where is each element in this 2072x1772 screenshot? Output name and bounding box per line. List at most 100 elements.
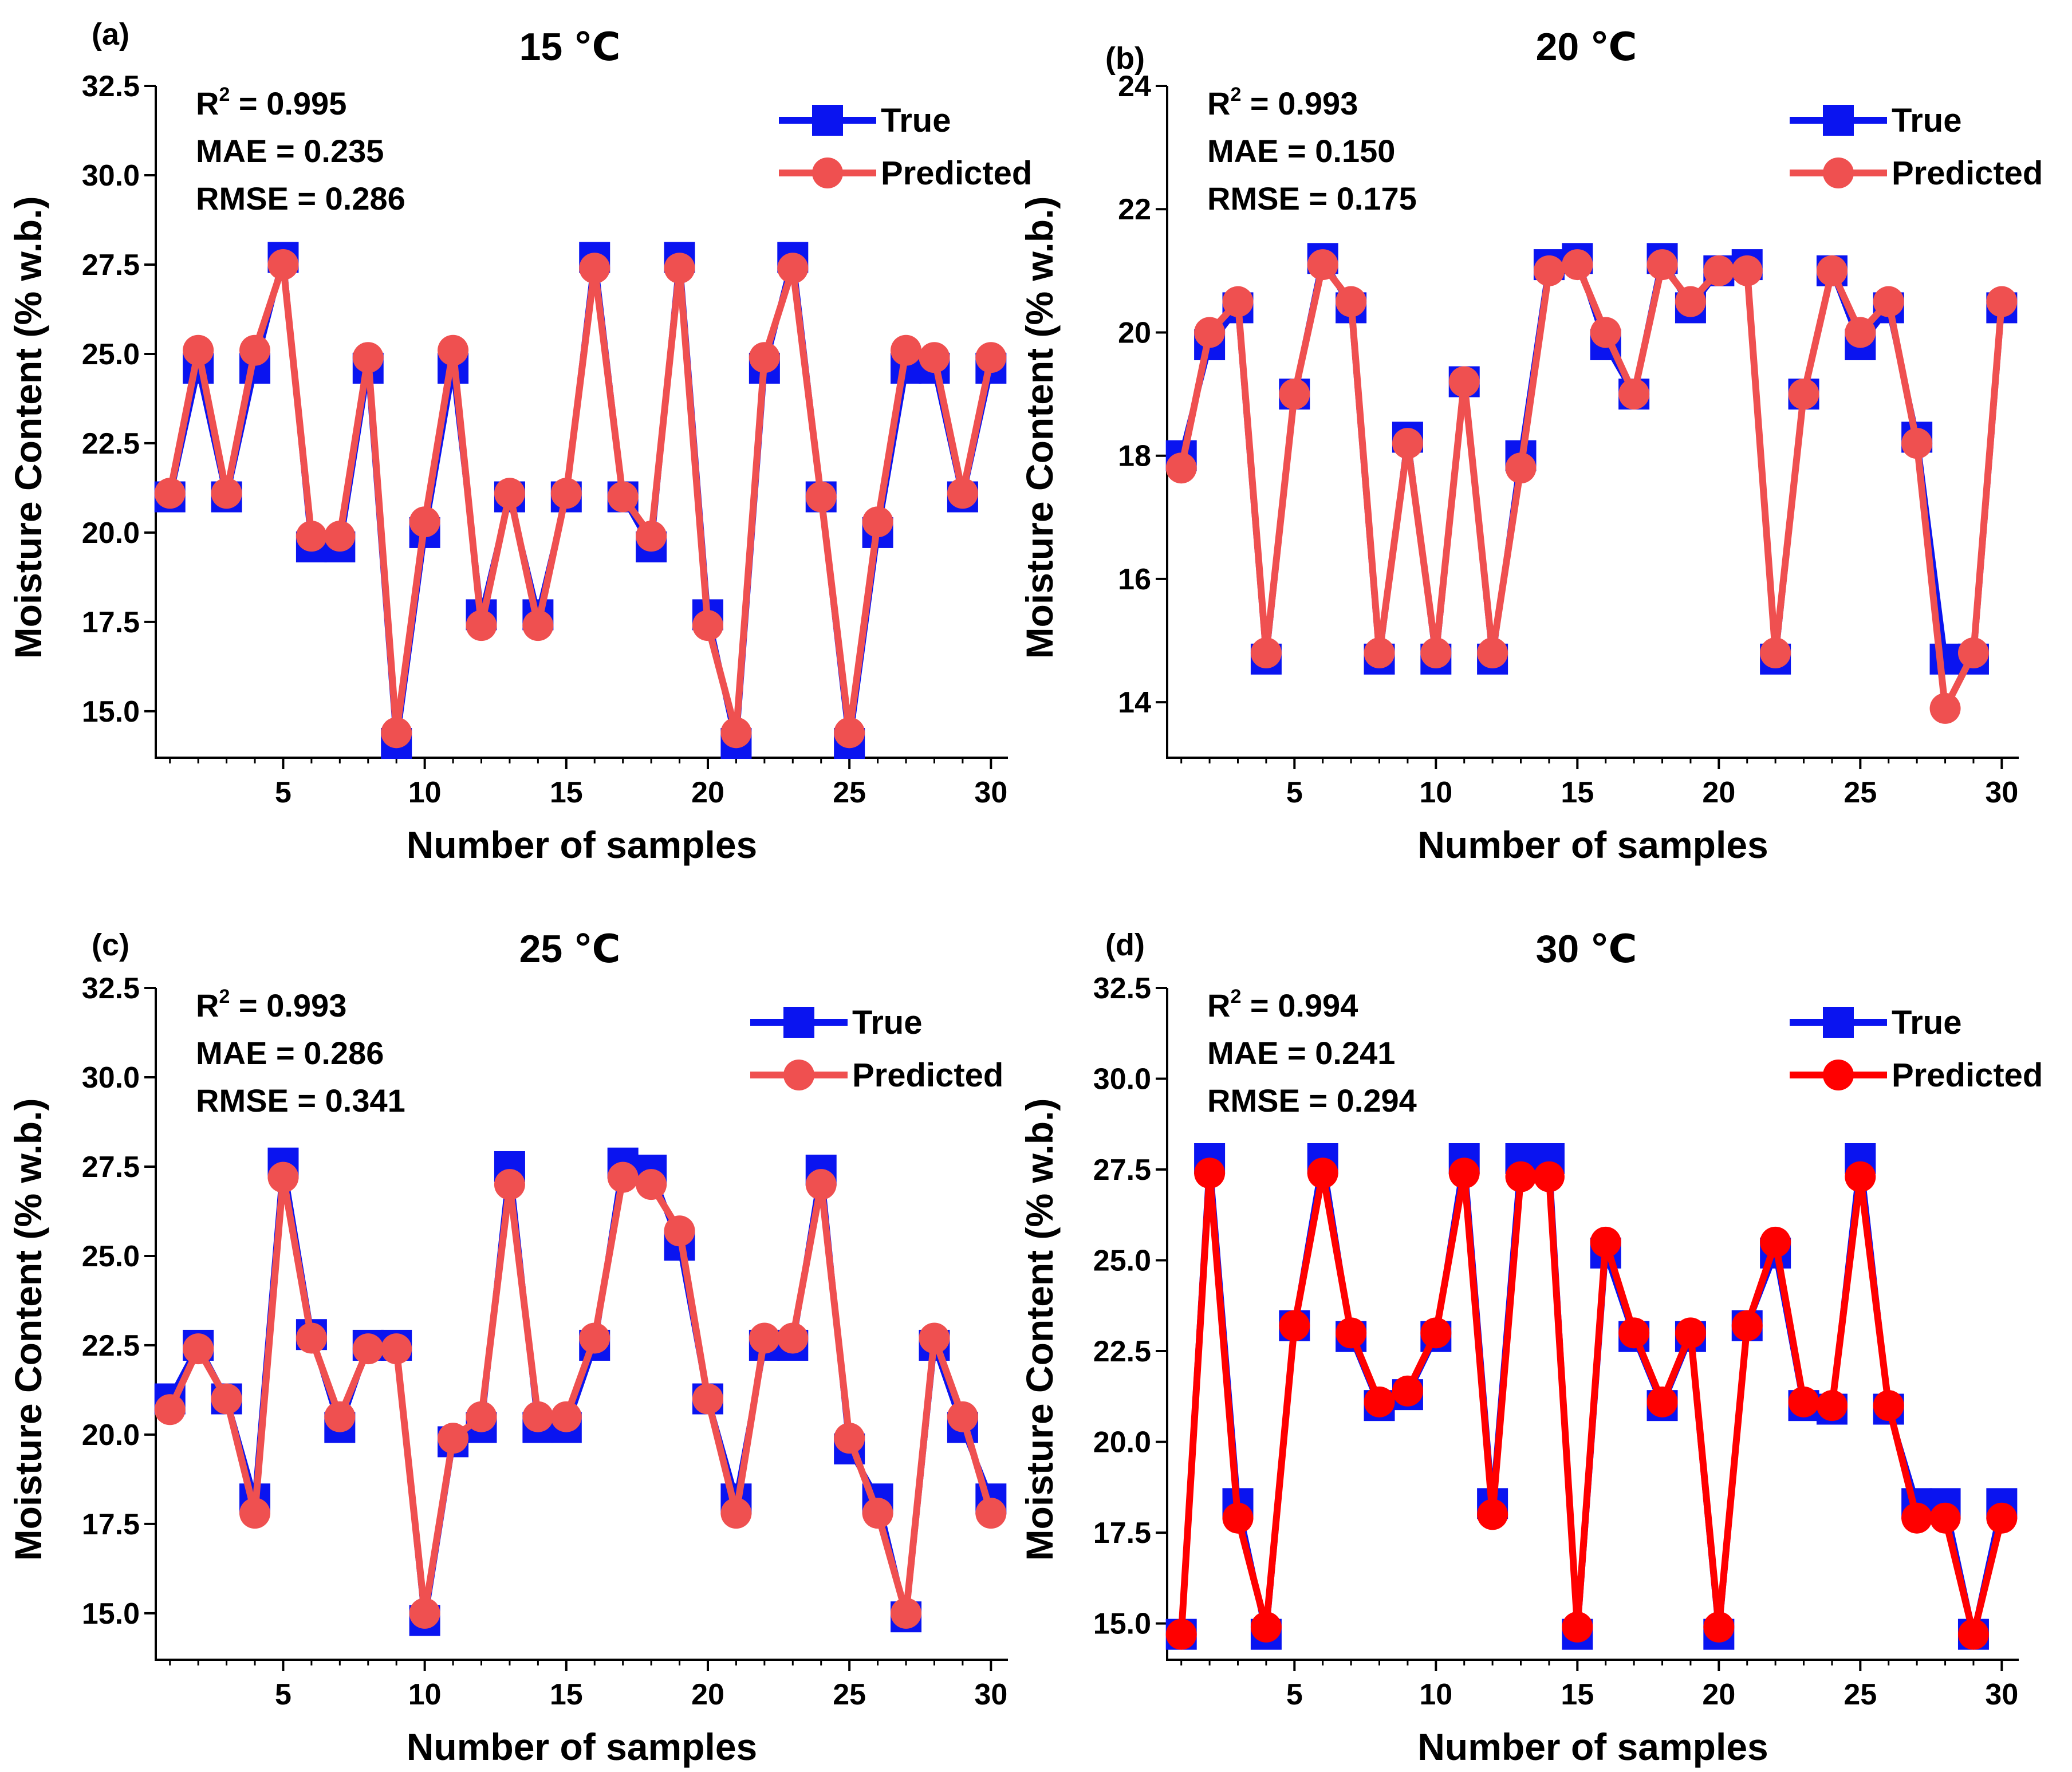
predicted-point (1392, 428, 1423, 459)
predicted-point (409, 1597, 440, 1629)
x-axis-title: Number of samples (1417, 824, 1768, 866)
legend-predicted-marker (812, 157, 843, 188)
panel-label: (d) (1105, 928, 1145, 962)
y-tick-label: 22.5 (82, 1329, 140, 1363)
x-tick-label: 5 (1286, 776, 1303, 809)
x-tick-label: 30 (974, 776, 1007, 809)
x-tick-label: 20 (691, 776, 724, 809)
predicted-point (636, 521, 667, 552)
predicted-point (777, 1322, 809, 1354)
legend-true-label: True (852, 1004, 923, 1041)
legend-predicted-marker (783, 1060, 814, 1090)
predicted-point (834, 1423, 865, 1454)
predicted-point (352, 342, 384, 373)
predicted-point (438, 1423, 469, 1454)
predicted-point (1250, 1611, 1282, 1643)
predicted-point (975, 342, 1007, 373)
r2-superscript: 2 (1230, 986, 1241, 1007)
predicted-point (1929, 692, 1961, 724)
predicted-point (324, 1401, 356, 1432)
x-tick-label: 5 (275, 776, 292, 809)
predicted-point (1420, 637, 1452, 669)
y-axis-title: Moisture Content (% w.b.) (1018, 196, 1061, 659)
y-tick-label: 32.5 (82, 972, 140, 1005)
legend-true-label: True (1892, 102, 1962, 139)
y-tick-label: 17.5 (1093, 1517, 1151, 1550)
chart-title: 20 ℃ (1536, 25, 1637, 69)
r2-annotation: R2 = 0.994 (1207, 986, 1358, 1023)
predicted-point (1845, 1161, 1876, 1192)
predicted-point (947, 1401, 978, 1432)
chart-panel-c: 15.0 17.5 20.0 22.5 25.0 27.5 30.0 32.5 5 10 15 20 2… (7, 927, 1008, 1768)
predicted-point (1448, 366, 1480, 397)
predicted-point (777, 253, 809, 284)
y-tick-label: 30.0 (82, 1061, 140, 1094)
legend-predicted-marker (1823, 157, 1854, 188)
r2-value: = 0.993 (230, 987, 346, 1023)
predicted-point (324, 521, 356, 552)
x-axis-title: Number of samples (1417, 1726, 1768, 1768)
predicted-point (494, 478, 525, 509)
predicted-point (1364, 1386, 1395, 1417)
predicted-point (1590, 317, 1621, 348)
predicted-point (550, 1401, 582, 1432)
predicted-point (1194, 317, 1226, 348)
rmse-annotation: RMSE = 0.175 (1207, 180, 1417, 216)
y-tick-label: 20.0 (82, 517, 140, 550)
predicted-point (550, 478, 582, 509)
mae-annotation: MAE = 0.241 (1207, 1035, 1395, 1071)
y-tick-label: 15.0 (82, 695, 140, 729)
x-tick-label: 20 (691, 1678, 724, 1711)
predicted-point (381, 1333, 412, 1365)
y-tick-label: 20.0 (82, 1419, 140, 1452)
predicted-point (1986, 286, 2018, 317)
x-tick-label: 10 (408, 1678, 442, 1711)
x-tick-label: 5 (1286, 1678, 1303, 1711)
x-tick-label: 15 (1561, 1678, 1594, 1711)
predicted-point (466, 1401, 497, 1432)
x-tick-label: 15 (1561, 776, 1594, 809)
r2-label: R (196, 85, 219, 121)
r2-value: = 0.995 (230, 85, 346, 121)
predicted-point (1477, 637, 1508, 669)
x-tick-label: 25 (833, 1678, 866, 1711)
predicted-point (1873, 1390, 1904, 1421)
predicted-point (1222, 286, 1254, 317)
predicted-point (1533, 1161, 1565, 1192)
legend-true-marker (1823, 1007, 1854, 1038)
predicted-point (1307, 249, 1338, 281)
y-tick-label: 22.5 (82, 427, 140, 460)
predicted-point (154, 478, 186, 509)
predicted-point (494, 1169, 525, 1200)
y-tick-label: 16 (1118, 563, 1151, 596)
predicted-point (1590, 1226, 1621, 1258)
predicted-point (975, 1498, 1007, 1529)
x-tick-label: 30 (1985, 776, 2018, 809)
predicted-point (1307, 1157, 1338, 1189)
rmse-annotation: RMSE = 0.286 (196, 180, 405, 216)
r2-value: = 0.994 (1241, 987, 1358, 1023)
predicted-point (664, 1215, 695, 1247)
predicted-point (466, 610, 497, 641)
panel-label: (a) (92, 17, 129, 52)
predicted-point (239, 1498, 271, 1529)
y-tick-label: 27.5 (82, 1151, 140, 1184)
predicted-point (1675, 1317, 1706, 1349)
predicted-point (267, 1161, 299, 1193)
x-tick-label: 25 (1843, 1678, 1877, 1711)
predicted-point (1957, 637, 1989, 669)
predicted-point (183, 1333, 214, 1365)
y-tick-label: 15.0 (1093, 1608, 1151, 1641)
predicted-point (1505, 1161, 1537, 1192)
y-axis-title: Moisture Content (% w.b.) (7, 1098, 49, 1561)
legend-true-marker (783, 1007, 814, 1038)
predicted-point (607, 1161, 639, 1193)
predicted-point (720, 717, 752, 749)
predicted-point (1845, 317, 1876, 348)
x-tick-label: 5 (275, 1678, 292, 1711)
y-tick-label: 25.0 (1093, 1245, 1151, 1278)
predicted-point (1986, 1502, 2018, 1534)
predicted-point (1703, 255, 1735, 286)
panel-label: (b) (1105, 41, 1145, 76)
predicted-point (1957, 1619, 1989, 1650)
